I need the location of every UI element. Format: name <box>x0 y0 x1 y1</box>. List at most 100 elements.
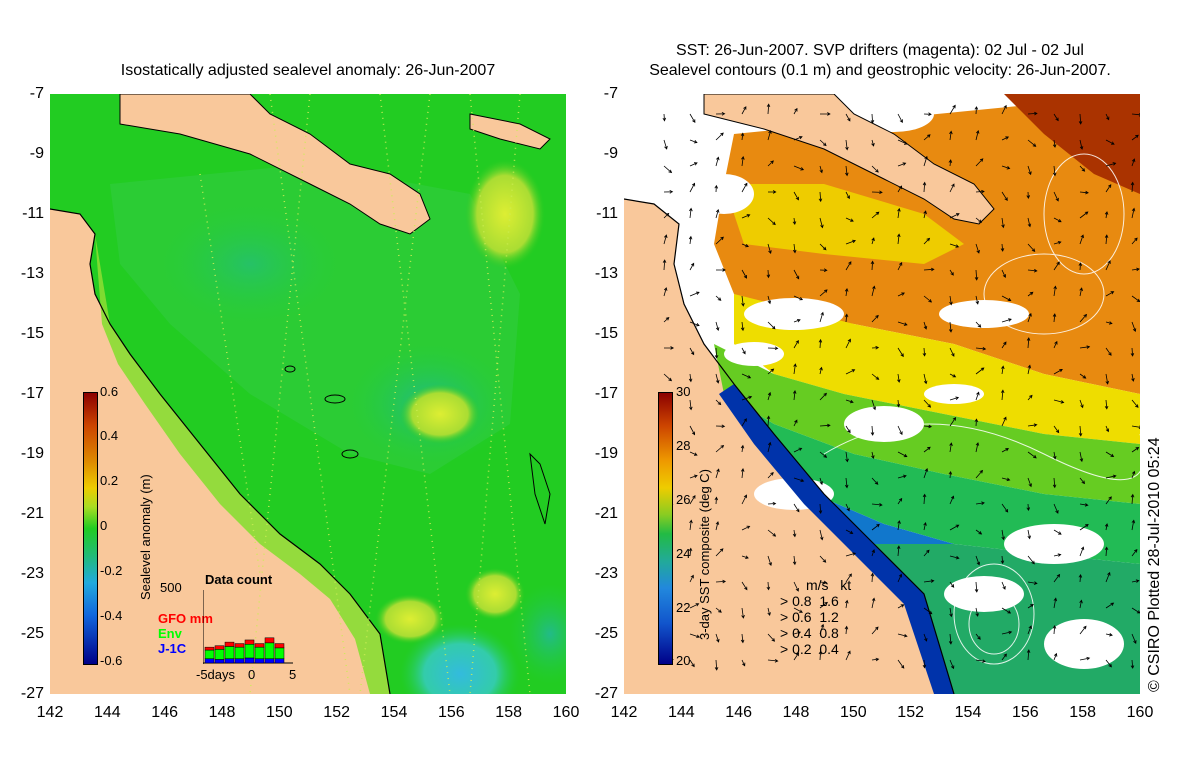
velocity-arrow <box>1130 659 1135 669</box>
velocity-arrow <box>767 607 771 617</box>
velocity-arrow <box>975 633 981 640</box>
velocity-arrow <box>949 243 960 248</box>
velocity-arrow <box>689 321 700 327</box>
velocity-arrow <box>689 113 696 124</box>
velocity-legend-ms-header: m/s <box>806 577 829 593</box>
velocity-arrow <box>845 399 854 404</box>
velocity-arrow <box>819 555 827 563</box>
velocity-arrow <box>819 217 824 229</box>
velocity-arrow <box>1052 165 1057 177</box>
left-x-tick-label: 152 <box>323 704 350 721</box>
velocity-arrow <box>689 603 700 609</box>
velocity-arrow <box>1104 399 1109 410</box>
velocity-arrow <box>1027 529 1031 540</box>
velocity-arrow <box>819 392 827 401</box>
velocity-arrow <box>1000 243 1005 252</box>
velocity-arrow <box>767 368 775 375</box>
velocity-arrow <box>871 314 879 323</box>
right-y-tick-label: -13 <box>594 265 618 282</box>
velocity-arrow <box>845 369 856 375</box>
sealevel-colorbar-tick-2: 0.4 <box>100 428 119 443</box>
inset-xtick-right: 5 <box>289 667 297 682</box>
velocity-arrow <box>819 139 827 147</box>
velocity-arrow <box>793 607 803 613</box>
velocity-arrow <box>1131 579 1140 583</box>
velocity-arrow <box>844 287 849 297</box>
velocity-arrow <box>689 659 695 668</box>
velocity-arrow <box>1079 656 1091 661</box>
velocity-arrow <box>845 451 849 463</box>
velocity-arrow <box>871 657 880 662</box>
velocity-arrow <box>1079 477 1086 485</box>
velocity-arrow <box>1105 113 1110 121</box>
velocity-arrow <box>767 321 776 330</box>
velocity-arrow <box>715 112 726 116</box>
velocity-arrow <box>1027 364 1032 375</box>
left-y-tick-label: -23 <box>20 565 44 582</box>
velocity-arrow <box>949 495 955 505</box>
velocity-arrow <box>949 347 955 357</box>
velocity-arrow <box>1079 524 1089 531</box>
data-count-max: 500 <box>160 580 182 595</box>
velocity-arrow <box>897 347 904 358</box>
velocity-arrow <box>715 444 725 453</box>
left-y-tick-label: -25 <box>20 625 44 642</box>
right-panel-title-line2: Sealevel contours (0.1 m) and geostrophi… <box>649 62 1111 79</box>
velocity-arrow <box>1052 477 1057 489</box>
velocity-arrow <box>1000 389 1005 401</box>
velocity-arrow <box>975 321 982 328</box>
right-x-tick-label: 160 <box>1126 704 1154 721</box>
velocity-arrow <box>1027 604 1034 609</box>
sealevel-map-svg <box>50 94 566 694</box>
velocity-arrow <box>740 132 745 141</box>
data-count-chart <box>202 590 293 664</box>
velocity-arrow <box>897 659 905 669</box>
velocity-arrow <box>1001 269 1006 278</box>
velocity-arrow <box>1053 399 1065 404</box>
velocity-arrow <box>922 181 927 193</box>
velocity-arrow <box>1079 287 1083 297</box>
data-count-bar-red <box>204 646 215 651</box>
velocity-arrow <box>949 524 960 531</box>
velocity-arrow <box>871 549 875 557</box>
velocity-arrow <box>663 212 670 219</box>
data-count-bar-red <box>264 637 275 644</box>
velocity-arrow <box>871 523 880 531</box>
velocity-arrow <box>897 425 903 436</box>
velocity-arrow <box>975 217 983 223</box>
sst-colorbar <box>658 392 673 665</box>
velocity-arrow <box>716 268 726 272</box>
data-count-bar-green <box>234 646 245 659</box>
velocity-arrow <box>792 555 797 566</box>
velocity-arrow <box>975 469 984 479</box>
velocity-arrow <box>741 395 753 401</box>
data-count-svg <box>202 590 293 664</box>
velocity-arrow <box>818 338 823 349</box>
sst-colorbar-tick-6: 20 <box>676 653 691 668</box>
velocity-arrow <box>1131 425 1140 429</box>
velocity-arrow <box>715 607 722 613</box>
velocity-arrow <box>949 373 957 378</box>
velocity-arrow <box>663 165 673 174</box>
velocity-arrow <box>793 419 798 427</box>
velocity-arrow <box>1053 425 1060 434</box>
velocity-arrow <box>1105 291 1115 297</box>
velocity-arrow <box>897 292 905 297</box>
velocity-arrow <box>1000 555 1005 565</box>
velocity-arrow <box>1053 191 1059 202</box>
velocity-arrow <box>793 447 803 453</box>
velocity-arrow <box>1001 191 1008 201</box>
velocity-arrow <box>1027 165 1032 176</box>
velocity-arrow <box>715 321 720 332</box>
velocity-arrow <box>923 321 928 330</box>
right-x-tick-label: 144 <box>667 704 695 721</box>
velocity-arrow <box>975 158 984 167</box>
velocity-arrow <box>949 581 955 588</box>
velocity-arrow <box>741 418 747 427</box>
velocity-arrow <box>793 503 800 513</box>
velocity-arrow <box>1053 340 1058 349</box>
inset-legend-gfo: GFO mm <box>158 611 213 626</box>
velocity-arrow <box>1052 624 1057 635</box>
velocity-arrow <box>922 659 927 669</box>
left-x-tick-label: 154 <box>380 704 408 721</box>
